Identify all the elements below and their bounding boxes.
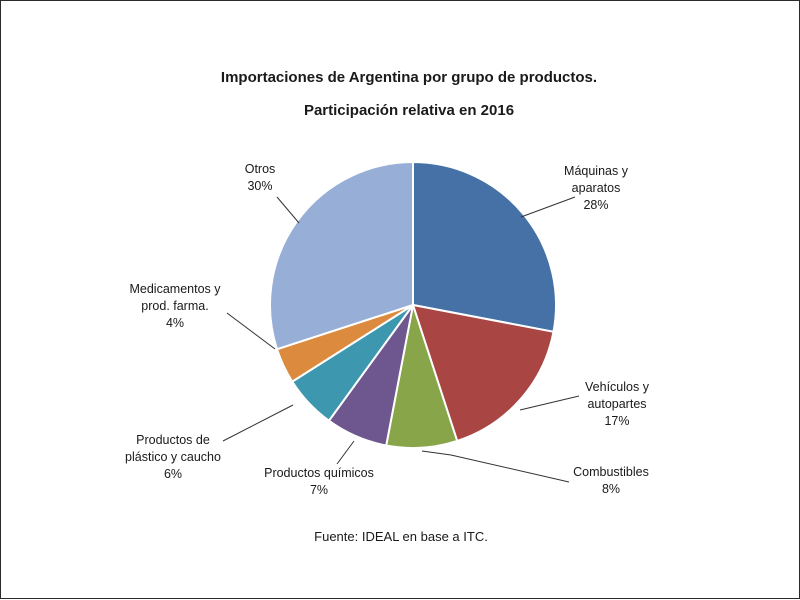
slice-name: Productos de [136,433,210,447]
slice-label: Otros 30% [245,162,276,193]
slice-percent: 4% [166,316,184,330]
slice-label: Productos químicos 7% [264,466,374,497]
slice-label: Productos de plástico y caucho 6% [125,433,221,481]
slice-name: prod. farma. [141,299,208,313]
slice-name: Vehículos y [585,380,650,394]
slice-percent: 17% [604,414,629,428]
slice-percent: 28% [583,198,608,212]
slice-label: Vehículos y autopartes 17% [585,380,650,428]
leader-line [421,450,570,483]
pie-slices [269,160,557,450]
leader-lines [222,196,580,483]
chart-source: Fuente: IDEAL en base a ITC. [314,529,488,544]
slice-name: plástico y caucho [125,450,221,464]
slice-name: Productos químicos [264,466,374,480]
chart-subtitle: Participación relativa en 2016 [304,102,514,119]
slice-name: Otros [245,162,276,176]
leader-line [226,312,276,350]
leader-line [336,440,355,465]
pie-slice [411,303,555,443]
slice-name: aparatos [572,181,621,195]
chart-title: Importaciones de Argentina por grupo de … [221,69,597,86]
leader-line [519,395,580,411]
slice-percent: 8% [602,482,620,496]
slice-name: autopartes [587,397,646,411]
slice-name: Medicamentos y [129,282,221,296]
slice-percent: 7% [310,483,328,497]
leader-line [520,196,576,218]
slice-name: Combustibles [573,465,649,479]
leader-line [276,196,300,224]
slice-percent: 6% [164,467,182,481]
slice-label: Combustibles 8% [573,465,649,496]
pie-slice [412,160,557,333]
slice-label: Medicamentos y prod. farma. 4% [129,282,221,330]
slice-percent: 30% [247,179,272,193]
slice-labels: Máquinas y aparatos 28% Vehículos y autopart… [125,162,650,497]
leader-line [222,404,294,442]
slice-name: Máquinas y [564,164,629,178]
slice-label: Máquinas y aparatos 28% [564,164,629,212]
